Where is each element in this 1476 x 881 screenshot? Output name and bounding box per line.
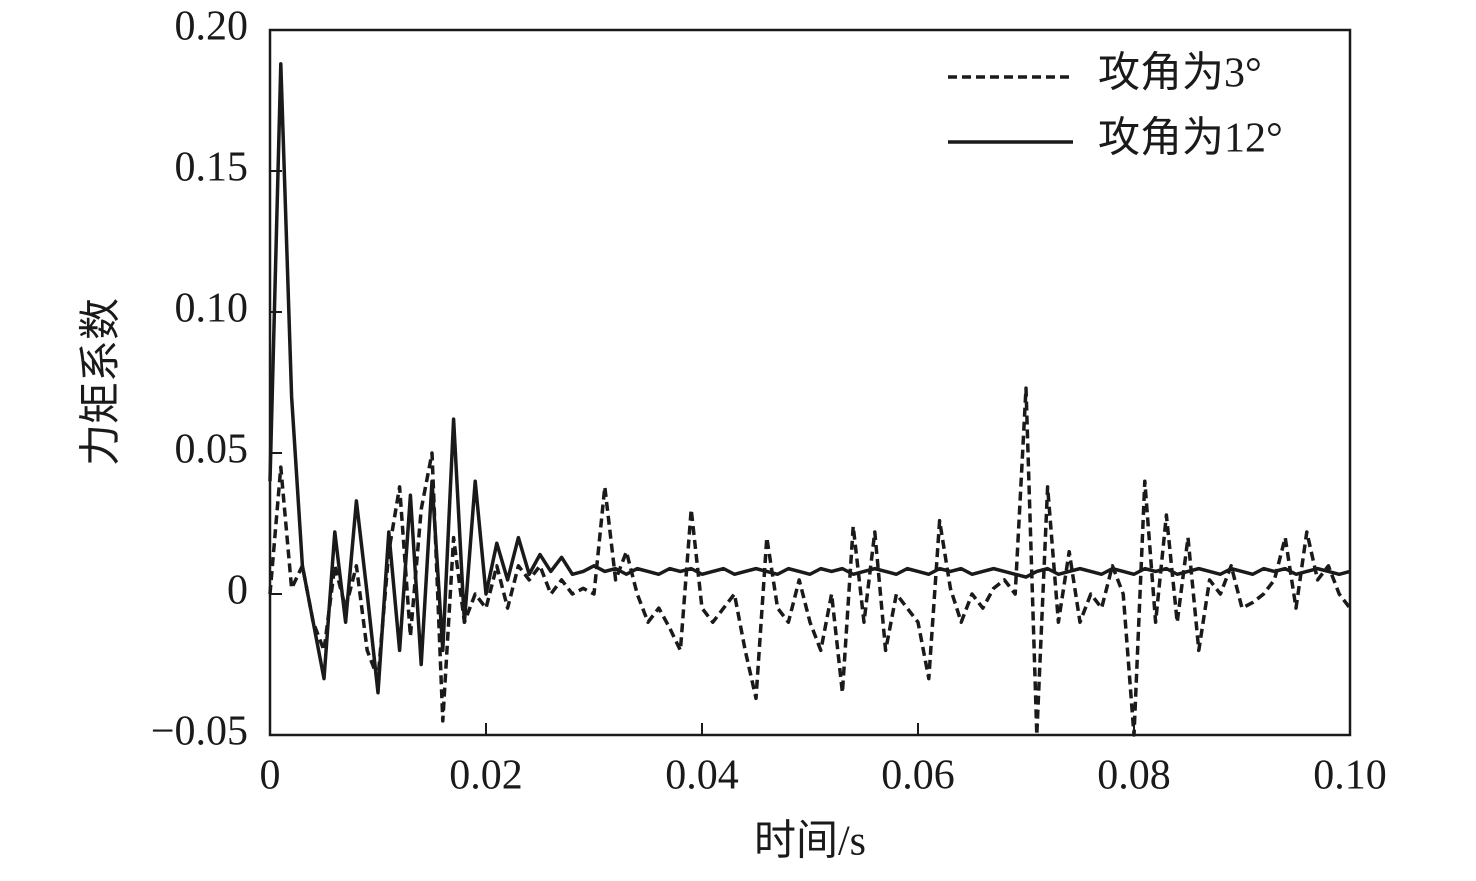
y-tick-label: 0.05 — [175, 427, 249, 473]
x-tick-label: 0.02 — [449, 753, 523, 799]
y-tick-label: −0.05 — [151, 709, 248, 755]
data-line — [268, 62, 1351, 695]
data-line — [268, 386, 1352, 737]
x-tick-label: 0.06 — [881, 753, 955, 799]
plot-frame — [268, 28, 1352, 737]
x-tick-label: 0.04 — [665, 753, 739, 799]
x-tick-label: 0.08 — [1097, 753, 1171, 799]
x-tick-label: 0.10 — [1313, 753, 1387, 799]
legend-label: 攻角为12° — [1098, 116, 1283, 162]
y-axis-label: 力矩系数 — [79, 298, 125, 466]
x-tick-label: 0 — [260, 753, 281, 799]
legend-label: 攻角为3° — [1098, 51, 1262, 97]
y-tick-label: 0.20 — [175, 4, 249, 50]
y-tick-label: 0.10 — [175, 286, 249, 332]
x-axis-label: 时间/s — [754, 819, 866, 865]
y-tick-label: 0.15 — [175, 145, 249, 191]
y-tick-label: 0 — [227, 568, 248, 614]
